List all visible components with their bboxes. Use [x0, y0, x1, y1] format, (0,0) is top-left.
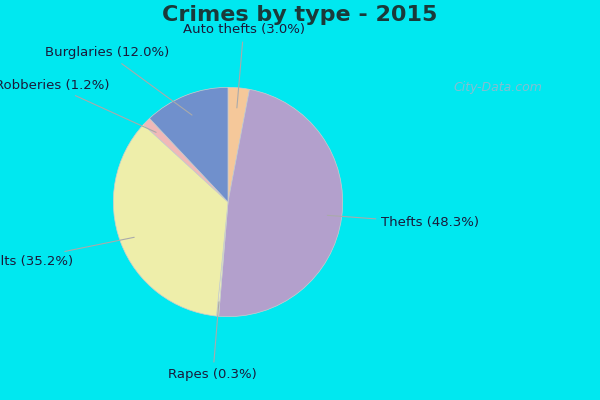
- Wedge shape: [143, 118, 228, 202]
- Text: Assaults (35.2%): Assaults (35.2%): [0, 237, 134, 268]
- Wedge shape: [113, 124, 228, 316]
- Wedge shape: [228, 87, 250, 202]
- Text: Crimes by type - 2015: Crimes by type - 2015: [163, 5, 437, 25]
- Text: Burglaries (12.0%): Burglaries (12.0%): [44, 46, 192, 115]
- Text: Robberies (1.2%): Robberies (1.2%): [0, 79, 156, 132]
- Wedge shape: [149, 87, 228, 202]
- Text: Auto thefts (3.0%): Auto thefts (3.0%): [182, 24, 305, 108]
- Wedge shape: [217, 202, 228, 316]
- Wedge shape: [218, 89, 343, 317]
- Text: Rapes (0.3%): Rapes (0.3%): [169, 302, 257, 380]
- Text: City-Data.com: City-Data.com: [454, 82, 542, 94]
- Text: Thefts (48.3%): Thefts (48.3%): [328, 215, 479, 229]
